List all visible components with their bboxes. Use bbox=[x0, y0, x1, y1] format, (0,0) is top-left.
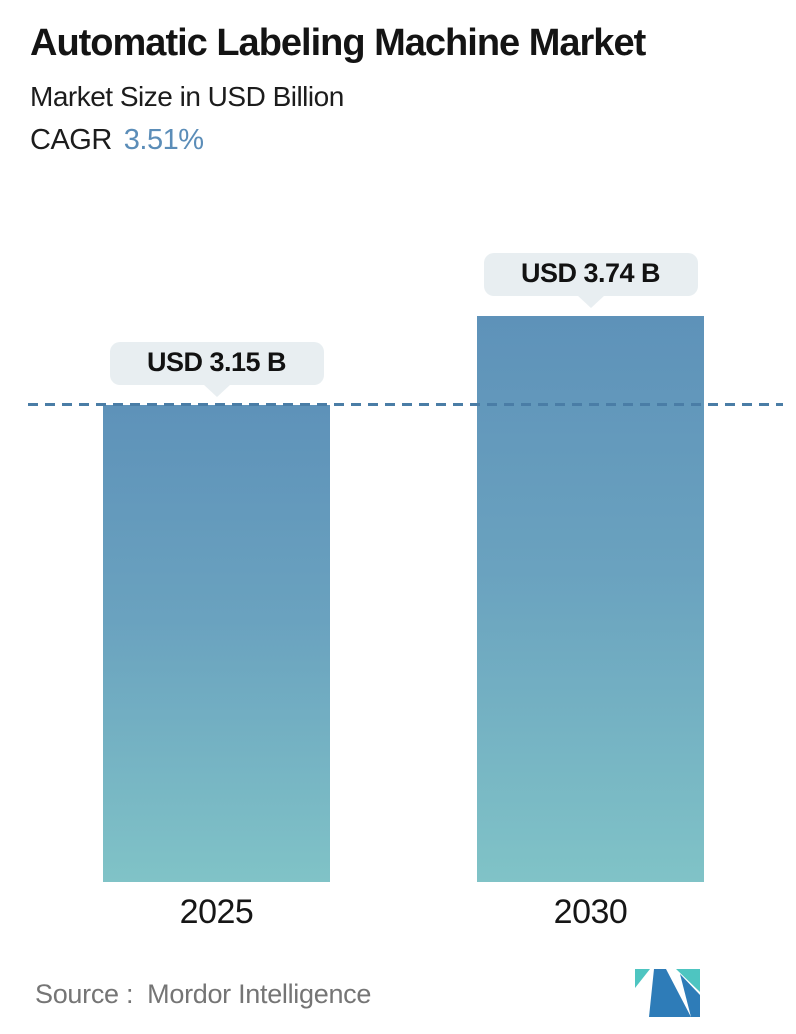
chart-title: Automatic Labeling Machine Market bbox=[30, 22, 646, 64]
bar-group-2025: USD 3.15 B 2025 bbox=[103, 342, 330, 931]
category-label-2030: 2030 bbox=[553, 893, 628, 931]
mordor-intelligence-logo bbox=[635, 969, 700, 1017]
cagr-line: CAGR 3.51% bbox=[30, 124, 776, 157]
cagr-value: 3.51% bbox=[123, 123, 204, 156]
source-value: Mordor Intelligence bbox=[147, 979, 372, 1009]
logo-blue-triangle bbox=[680, 974, 700, 1017]
logo-teal-triangle bbox=[676, 969, 700, 992]
value-callout-2030: USD 3.74 B bbox=[483, 253, 698, 296]
chart-subtitle: Market Size in USD Billion bbox=[30, 80, 344, 112]
bar-2030 bbox=[477, 316, 704, 882]
logo-blue-diagonal bbox=[649, 969, 691, 1017]
category-label-2025: 2025 bbox=[179, 893, 254, 931]
reference-dashed-line bbox=[28, 403, 783, 406]
source-label: Source : bbox=[35, 979, 134, 1009]
chart-header: Automatic Labeling Machine Market Market… bbox=[30, 22, 776, 157]
logo-teal-wedge bbox=[635, 969, 650, 988]
cagr-label: CAGR bbox=[30, 123, 112, 156]
bar-2025 bbox=[103, 405, 330, 882]
source-line: Source : Mordor Intelligence bbox=[35, 979, 371, 1010]
value-callout-2025: USD 3.15 B bbox=[109, 342, 324, 385]
value-label-2030: USD 3.74 B bbox=[520, 258, 661, 288]
bar-group-2030: USD 3.74 B 2030 bbox=[477, 253, 704, 931]
value-label-2025: USD 3.15 B bbox=[146, 347, 287, 377]
